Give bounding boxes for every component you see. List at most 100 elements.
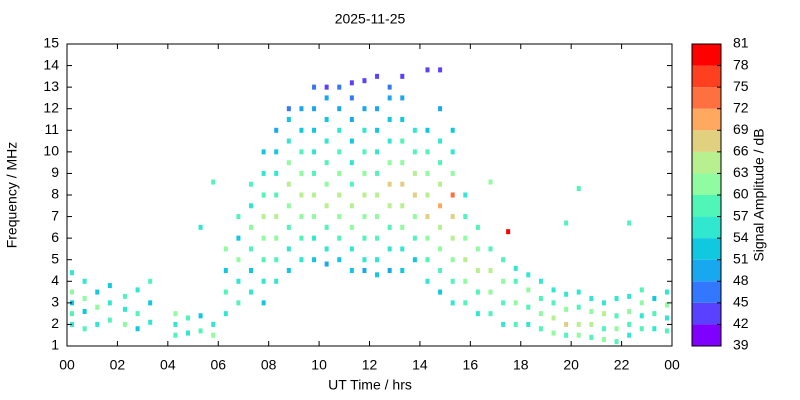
data-point xyxy=(513,278,518,284)
data-point xyxy=(438,268,443,273)
data-point xyxy=(324,84,329,90)
data-point xyxy=(614,326,619,332)
y-tick-label: 11 xyxy=(44,121,59,137)
data-point xyxy=(82,308,87,314)
y-tick-label: 4 xyxy=(51,272,59,288)
data-point xyxy=(387,181,392,187)
data-point xyxy=(349,117,354,122)
data-point xyxy=(249,268,254,273)
colorbar-segment xyxy=(692,216,721,239)
data-point xyxy=(299,170,304,176)
data-point xyxy=(664,315,669,321)
data-point xyxy=(286,181,291,187)
data-point xyxy=(337,84,342,90)
data-point xyxy=(236,214,241,220)
data-point xyxy=(425,67,430,73)
colorbar-tick-label: 60 xyxy=(733,186,749,202)
data-point xyxy=(324,224,329,230)
data-point xyxy=(375,106,380,112)
data-point xyxy=(375,73,380,79)
data-point xyxy=(425,235,430,241)
data-point xyxy=(173,332,178,338)
data-point xyxy=(286,160,291,166)
data-point xyxy=(375,214,380,220)
data-point xyxy=(337,257,342,263)
data-point xyxy=(450,300,455,306)
data-point xyxy=(538,326,543,332)
data-point xyxy=(438,224,443,230)
data-point xyxy=(412,149,417,155)
data-point xyxy=(375,127,380,133)
data-point xyxy=(337,192,342,198)
data-point xyxy=(249,289,254,295)
data-point xyxy=(70,300,75,306)
data-point xyxy=(299,192,304,198)
x-tick-label: 02 xyxy=(110,357,126,373)
data-point xyxy=(261,149,266,155)
data-point xyxy=(576,332,581,338)
data-point xyxy=(362,214,367,220)
data-point xyxy=(337,235,342,241)
data-point xyxy=(107,317,112,323)
data-point xyxy=(576,186,581,192)
data-point xyxy=(639,326,644,332)
colorbar-tick-label: 63 xyxy=(733,164,749,180)
data-point xyxy=(412,127,417,133)
data-point xyxy=(664,289,669,295)
data-point xyxy=(324,181,329,187)
data-point xyxy=(324,117,329,122)
data-point xyxy=(198,328,203,334)
y-tick-label: 10 xyxy=(43,143,59,159)
data-point xyxy=(236,257,241,263)
data-point xyxy=(400,117,405,122)
data-point xyxy=(463,257,468,263)
data-point xyxy=(538,296,543,302)
data-point xyxy=(312,235,317,241)
colorbar-segment xyxy=(692,195,721,217)
colorbar-tick-label: 48 xyxy=(733,272,749,288)
data-point xyxy=(387,160,392,166)
data-point xyxy=(349,138,354,144)
colorbar-segment xyxy=(692,65,721,88)
data-point xyxy=(438,106,443,112)
data-point xyxy=(324,203,329,209)
data-point xyxy=(513,300,518,306)
y-tick-label: 9 xyxy=(51,164,59,180)
data-point xyxy=(274,278,279,284)
data-point xyxy=(362,78,367,84)
data-point xyxy=(639,287,644,293)
y-tick-label: 5 xyxy=(51,250,59,266)
data-point xyxy=(82,326,87,332)
data-point xyxy=(639,300,644,306)
data-point xyxy=(261,257,266,263)
data-point xyxy=(375,272,380,278)
x-tick-label: 00 xyxy=(664,357,680,373)
colorbar-tick-label: 39 xyxy=(733,337,749,353)
data-point xyxy=(375,235,380,241)
data-point xyxy=(299,106,304,112)
data-point xyxy=(614,313,619,319)
data-point xyxy=(488,246,493,252)
data-point xyxy=(148,319,153,325)
colorbar-tick-label: 78 xyxy=(733,56,749,72)
colorbar-segment xyxy=(692,87,721,109)
y-tick-label: 15 xyxy=(43,35,59,51)
x-tick-label: 04 xyxy=(160,357,176,373)
data-point xyxy=(551,315,556,321)
data-point xyxy=(501,257,506,263)
data-point xyxy=(107,300,112,306)
data-point xyxy=(513,265,518,271)
data-point xyxy=(362,170,367,176)
data-point xyxy=(337,214,342,220)
x-tick-label: 10 xyxy=(311,357,327,373)
data-point xyxy=(425,257,430,263)
data-point xyxy=(450,214,455,220)
data-point xyxy=(438,203,443,209)
data-point xyxy=(627,220,632,226)
data-point xyxy=(400,160,405,166)
colorbar-segment xyxy=(692,238,721,260)
data-point xyxy=(312,170,317,176)
data-point xyxy=(564,291,569,297)
